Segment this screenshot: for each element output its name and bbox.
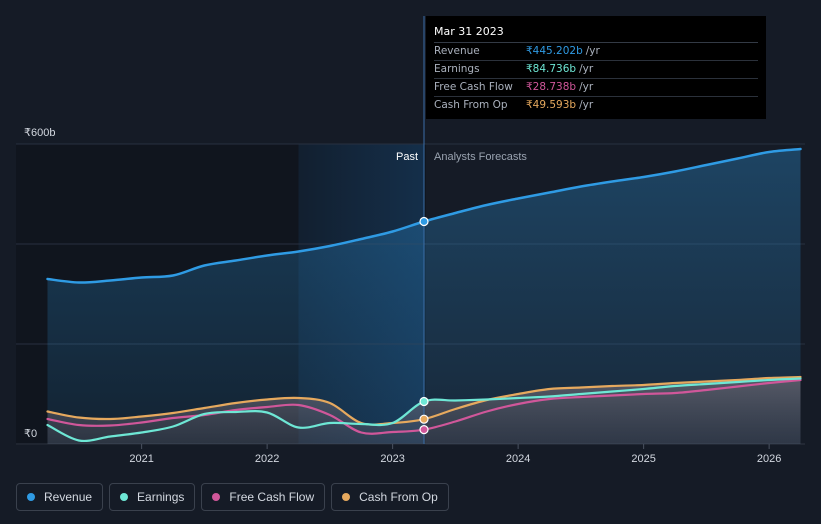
tooltip-value: ₹49.593b bbox=[526, 99, 577, 111]
legend-item-revenue[interactable]: Revenue bbox=[16, 483, 104, 511]
legend-label: Revenue bbox=[44, 490, 93, 504]
tooltip-unit: /yr bbox=[585, 45, 600, 57]
legend-label: Cash From Op bbox=[359, 490, 438, 504]
legend-label: Earnings bbox=[137, 490, 185, 504]
marker-earnings bbox=[419, 396, 429, 407]
past-label: Past bbox=[396, 151, 418, 163]
hover-tooltip: Mar 31 2023 Revenue ₹445.202b /yr Earnin… bbox=[426, 16, 766, 119]
y-tick-label-zero: ₹0 bbox=[24, 428, 37, 440]
legend-item-free-cash-flow[interactable]: Free Cash Flow bbox=[201, 483, 326, 511]
legend-item-cash-from-op[interactable]: Cash From Op bbox=[331, 483, 449, 511]
tooltip-row-free-cash-flow: Free Cash Flow ₹28.738b /yr bbox=[434, 79, 758, 97]
legend-label: Free Cash Flow bbox=[229, 490, 315, 504]
hover-markers bbox=[419, 216, 429, 435]
tooltip-label: Cash From Op bbox=[434, 99, 508, 111]
tooltip-label: Earnings bbox=[434, 63, 480, 75]
x-tick-label: 2025 bbox=[631, 453, 655, 465]
tooltip-row-earnings: Earnings ₹84.736b /yr bbox=[434, 61, 758, 79]
legend-item-earnings[interactable]: Earnings bbox=[109, 483, 196, 511]
tooltip-label: Free Cash Flow bbox=[434, 81, 513, 93]
tooltip-label: Revenue bbox=[434, 45, 480, 57]
marker-revenue bbox=[419, 216, 429, 227]
y-tick-label-top: ₹600b bbox=[24, 127, 55, 139]
x-tick-label: 2026 bbox=[757, 453, 781, 465]
legend-dot-icon bbox=[212, 493, 221, 501]
tooltip-row-cash-from-op: Cash From Op ₹49.593b /yr bbox=[434, 97, 758, 114]
tooltip-value: ₹84.736b bbox=[526, 63, 577, 75]
legend-dot-icon bbox=[120, 493, 129, 501]
x-tick-label: 2022 bbox=[255, 453, 279, 465]
x-axis-ticks: 2021 2022 2023 2024 2025 2026 bbox=[129, 444, 781, 465]
tooltip-unit: /yr bbox=[579, 99, 594, 111]
marker-cash-from-op bbox=[419, 414, 429, 424]
x-tick-label: 2021 bbox=[129, 453, 153, 465]
legend-dot-icon bbox=[27, 493, 35, 501]
tooltip-unit: /yr bbox=[579, 81, 594, 93]
forecast-label: Analysts Forecasts bbox=[434, 151, 527, 163]
marker-free-cash-flow bbox=[419, 425, 429, 435]
tooltip-value: ₹28.738b bbox=[526, 81, 577, 93]
tooltip-date: Mar 31 2023 bbox=[434, 25, 758, 43]
tooltip-unit: /yr bbox=[579, 63, 594, 75]
chart-legend: Revenue Earnings Free Cash Flow Cash Fro… bbox=[16, 483, 455, 511]
x-tick-label: 2024 bbox=[506, 453, 530, 465]
x-tick-label: 2023 bbox=[380, 453, 404, 465]
tooltip-value: ₹445.202b bbox=[526, 45, 583, 57]
legend-dot-icon bbox=[342, 493, 351, 501]
tooltip-row-revenue: Revenue ₹445.202b /yr bbox=[434, 43, 758, 61]
